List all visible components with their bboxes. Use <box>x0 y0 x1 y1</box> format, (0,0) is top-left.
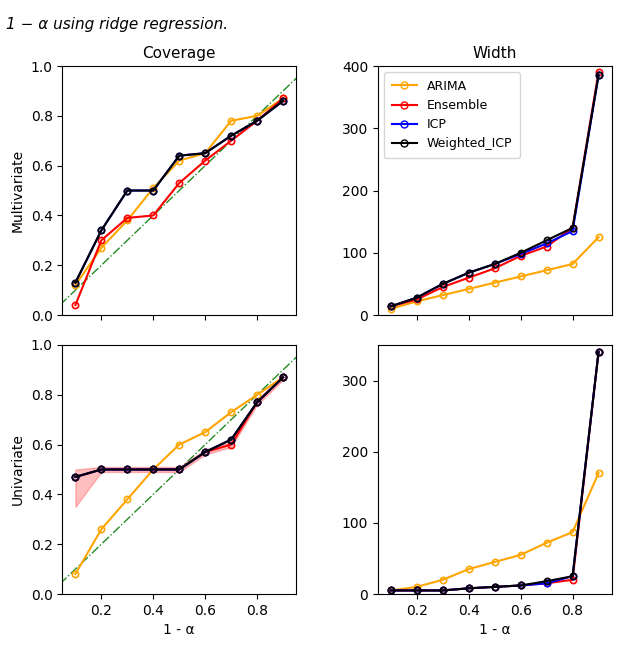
X-axis label: 1 - α: 1 - α <box>479 623 510 638</box>
Y-axis label: Univariate: Univariate <box>11 434 25 506</box>
Title: Coverage: Coverage <box>142 46 216 61</box>
Title: Width: Width <box>472 46 517 61</box>
Y-axis label: Multivariate: Multivariate <box>11 149 25 232</box>
Text: 1 − α using ridge regression.: 1 − α using ridge regression. <box>6 16 228 32</box>
X-axis label: 1 - α: 1 - α <box>163 623 195 638</box>
Legend: ARIMA, Ensemble, ICP, Weighted_ICP: ARIMA, Ensemble, ICP, Weighted_ICP <box>384 72 520 158</box>
